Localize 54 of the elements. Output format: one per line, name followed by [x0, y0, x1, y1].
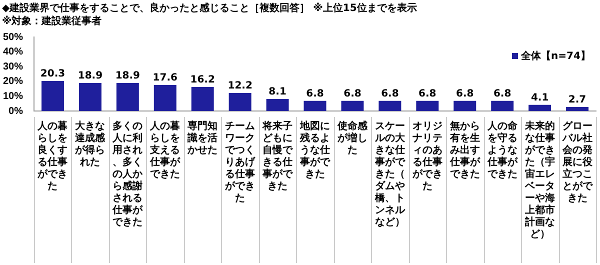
x-tick-label: 人の暮らしを支える仕事ができた [148, 121, 182, 181]
legend-label: 全体【n=74】 [521, 50, 590, 63]
y-tick-label: 50% [3, 32, 24, 43]
bar [566, 107, 589, 111]
bar [78, 83, 102, 111]
chart-subtitle: ※対象：建設業従事者 [2, 14, 102, 28]
category-label: 多くの人に利用され、多くの人から感謝される仕事ができた [112, 121, 143, 228]
category-label: スケールの大きな仕事ができた（ダムや橋、トンネルなど） [374, 121, 405, 228]
x-tick-label: 使命感が増した [336, 121, 368, 157]
data-label: 6.8 [418, 88, 436, 100]
bar [116, 83, 139, 111]
data-label: 17.6 [152, 72, 178, 84]
x-tick-label: 人の暮らしを良くする仕事ができた [36, 121, 69, 193]
x-tick-label: 将来子どもに自慢できる仕事ができた [261, 121, 294, 193]
bar [228, 92, 252, 111]
data-label: 6.8 [381, 88, 399, 100]
bar [304, 100, 326, 111]
data-label: 18.9 [115, 70, 140, 82]
data-label: 6.8 [306, 88, 324, 100]
x-tick-label: オリジナリティのある仕事ができた [411, 121, 444, 193]
data-label: 4.1 [530, 92, 549, 104]
bar [191, 87, 214, 111]
data-label: 2.7 [568, 94, 586, 106]
data-label: 6.8 [493, 88, 512, 100]
data-label: 16.2 [190, 74, 215, 86]
data-label: 18.9 [78, 70, 103, 82]
y-tick-label: 40% [3, 46, 24, 58]
y-tick-label: 10% [3, 90, 24, 102]
x-tick-label: チームワークでつくりあげる仕事ができた [224, 121, 256, 205]
x-tick-label: グローバル社会の発展に役立つことができた [561, 121, 594, 205]
data-label: 20.3 [40, 68, 66, 80]
y-tick-label: 0% [8, 106, 24, 117]
y-tick-label: 20% [3, 76, 24, 88]
bar [42, 80, 64, 111]
bar [154, 84, 176, 111]
bar [341, 100, 364, 111]
x-tick-label: 地図に残るような仕事ができた [298, 121, 332, 181]
chart-title: ◆建設業界で仕事をすることで、良かったと感じること［複数回答］ ※上位15位までを表示 [2, 1, 417, 15]
x-tick-label: 無から有を生み出す仕事ができた [448, 121, 482, 181]
bar [491, 100, 514, 111]
category-label: 未来的な仕事ができた（宇宙エレベーターや海上都市計画など） [524, 121, 555, 240]
y-tick-label: 30% [3, 61, 24, 72]
data-label: 8.1 [268, 86, 286, 98]
x-tick-label: 大きな達成感が得られた [74, 121, 106, 169]
bar [528, 104, 552, 111]
x-tick-label: 人の命を守るような仕事ができた [486, 121, 519, 181]
bar [378, 100, 402, 111]
bar [454, 100, 476, 111]
data-label: 12.2 [228, 80, 252, 92]
data-label: 6.8 [456, 88, 474, 100]
x-tick-label: 専門知識を活かせた [186, 121, 219, 157]
bar [266, 99, 289, 111]
bar [416, 100, 439, 111]
data-label: 6.8 [344, 88, 362, 100]
